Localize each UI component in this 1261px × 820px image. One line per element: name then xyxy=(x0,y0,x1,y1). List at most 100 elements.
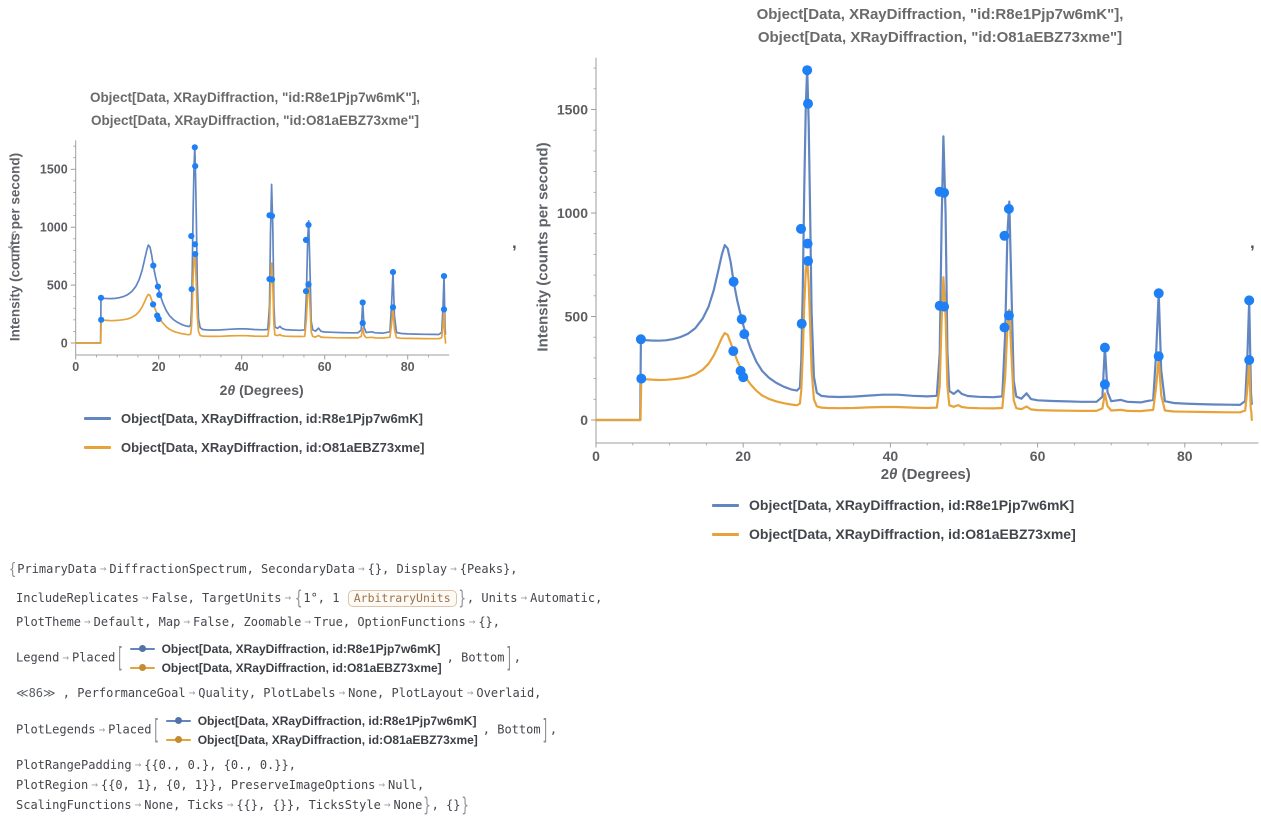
y-tick-label: 1500 xyxy=(557,101,588,117)
y-tick-label: 500 xyxy=(47,278,68,292)
peak-marker xyxy=(440,306,448,313)
legend-item: Object[Data, XRayDiffraction, id:O81aEBZ… xyxy=(84,438,424,456)
peak-marker xyxy=(939,187,950,198)
peak-marker xyxy=(796,223,806,234)
peak-marker xyxy=(802,65,813,76)
legend-line-marker-icon xyxy=(129,663,155,672)
peak-marker xyxy=(150,301,157,308)
list-open-brace: { xyxy=(2,226,23,267)
option-text: Null, xyxy=(388,778,425,792)
x-axis-label: 2θ (Degrees) xyxy=(220,382,304,398)
rule-arrow-icon: → xyxy=(98,722,106,736)
inline-legend: Object[Data, XRayDiffraction, id:R8e1Pjp… xyxy=(129,642,442,675)
legend-line-marker-icon xyxy=(129,644,155,653)
peak-marker xyxy=(191,241,199,248)
option-text: False, Zoomable xyxy=(192,615,302,629)
inline-legend: Object[Data, XRayDiffraction, id:R8e1Pjp… xyxy=(165,713,478,747)
rule-arrow-icon: → xyxy=(357,562,365,575)
rule-arrow-icon: → xyxy=(450,562,457,575)
xrd-plot-right[interactable]: 0 20 40 60 80 0 500 1000 1500 2θ (Degrees) xyxy=(520,40,1261,485)
peak-marker xyxy=(440,273,448,280)
peak-marker xyxy=(739,329,750,340)
rule-arrow-icon: → xyxy=(468,615,476,628)
rule-arrow-icon: → xyxy=(284,591,292,604)
x-axis-label: 2θ (Degrees) xyxy=(881,466,971,483)
option-text: PlotRegion xyxy=(16,778,89,792)
inline-legend-item: Object[Data, XRayDiffraction, id:O81aEBZ… xyxy=(165,733,478,747)
peak-marker xyxy=(728,276,739,287)
option-text: None, Ticks xyxy=(144,798,224,812)
option-text: IncludeReplicates xyxy=(16,591,139,605)
option-text: , Units xyxy=(466,591,518,605)
y-tick-label: 0 xyxy=(580,412,588,428)
option-text: , xyxy=(513,650,521,665)
rule-arrow-icon: → xyxy=(304,615,311,628)
legend-line-marker-icon xyxy=(165,735,191,744)
legend-item: Object[Data, XRayDiffraction, id:R8e1Pjp… xyxy=(84,409,424,427)
peak-marker xyxy=(1153,288,1164,299)
option-text: , Bottom xyxy=(446,650,505,665)
rule-arrow-icon: → xyxy=(62,650,69,664)
option-text: , Bottom xyxy=(482,722,541,737)
rule-arrow-icon: → xyxy=(378,778,386,791)
stretched-bracket: } xyxy=(458,586,466,610)
legend-label: Object[Data, XRayDiffraction, id:R8e1Pjp… xyxy=(121,410,423,426)
x-tick-label: 0 xyxy=(592,448,600,464)
series-line-1 xyxy=(594,257,1253,422)
chart-title-line2: Object[Data, XRayDiffraction, "id:O81aEB… xyxy=(757,29,1123,46)
peak-marker xyxy=(268,212,276,219)
inline-legend-label: Object[Data, XRayDiffraction, id:O81aEBZ… xyxy=(161,660,442,675)
stretched-bracket: } xyxy=(461,793,469,817)
option-text: Quality, PlotLabels xyxy=(198,686,336,700)
option-text: PlotTheme xyxy=(16,615,82,629)
peak-marker xyxy=(1003,310,1014,321)
list-separator-comma: , xyxy=(512,233,517,252)
peak-marker xyxy=(1244,295,1255,306)
rule-arrow-icon: → xyxy=(134,798,142,811)
y-tick-label: 0 xyxy=(61,336,68,350)
peak-marker xyxy=(191,144,198,151)
inline-legend-label: Object[Data, XRayDiffraction, id:R8e1Pjp… xyxy=(197,713,477,728)
peak-marker xyxy=(150,262,157,269)
peak-marker xyxy=(796,318,807,329)
option-text: PlotRangePadding xyxy=(16,758,132,772)
peak-marker xyxy=(389,269,397,276)
inline-legend-item: Object[Data, XRayDiffraction, id:R8e1Pjp… xyxy=(129,642,442,656)
peak-marker xyxy=(188,286,195,293)
peak-marker xyxy=(803,98,813,109)
option-text: {}, xyxy=(478,615,501,629)
option-text: None xyxy=(393,798,423,812)
omitted-elements-skeleton[interactable]: ≪86≫ xyxy=(16,686,56,700)
legend-line-icon xyxy=(84,445,111,449)
peak-marker xyxy=(98,316,105,323)
legend-line-icon xyxy=(712,532,739,536)
x-tick-label: 0 xyxy=(72,360,79,374)
option-text: Automatic, xyxy=(530,591,603,605)
peak-marker xyxy=(635,334,646,345)
x-tick-label: 40 xyxy=(883,448,899,464)
xrd-plot-left[interactable]: 0 20 40 60 80 0 500 1000 1500 2θ (Degrees) xyxy=(38,130,462,408)
peak-marker xyxy=(1099,342,1110,353)
peak-marker xyxy=(1099,379,1110,390)
peak-marker xyxy=(1244,355,1255,365)
series-line-1 xyxy=(74,252,447,344)
options-line: PlotRangePadding → {{0., 0.}, {0., 0.}}, xyxy=(16,758,296,772)
option-text: , {} xyxy=(431,798,461,812)
option-text: ScalingFunctions xyxy=(16,798,132,812)
peak-marker xyxy=(192,163,199,170)
x-tick-label: 80 xyxy=(1177,448,1193,464)
chart-title-line1: Object[Data, XRayDiffraction, "id:R8e1Pj… xyxy=(756,6,1124,23)
x-tick-label: 40 xyxy=(235,360,249,374)
rule-arrow-icon: → xyxy=(183,615,190,628)
stretched-bracket: [ xyxy=(152,713,160,747)
x-tick-label: 80 xyxy=(401,360,415,374)
peak-marker xyxy=(636,373,647,384)
legend-label: Object[Data, XRayDiffraction, id:O81aEBZ… xyxy=(749,526,1076,542)
rule-arrow-icon: → xyxy=(141,591,149,604)
option-text: {{0, 1}, {0, 1}}, PreserveImageOptions xyxy=(100,778,376,792)
peak-marker xyxy=(305,281,312,288)
peak-marker xyxy=(736,314,747,325)
y-tick-label: 1500 xyxy=(40,163,68,177)
rule-arrow-icon: → xyxy=(134,758,142,771)
